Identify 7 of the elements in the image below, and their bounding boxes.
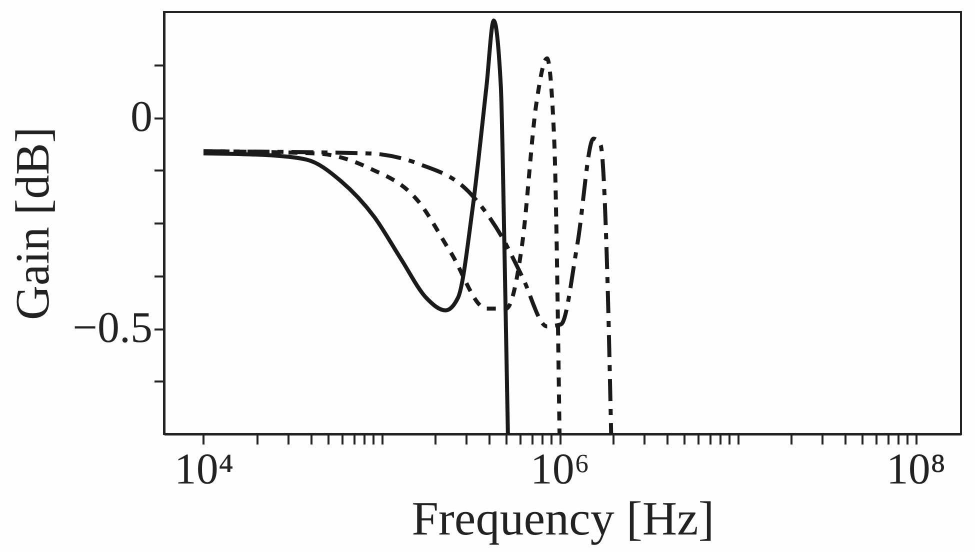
y-axis-title: Gain [dB]	[6, 126, 60, 320]
x-axis-title: Frequency [Hz]	[412, 492, 714, 546]
x-tick-label: 10⁴	[174, 444, 234, 494]
y-tick-label: 0	[130, 92, 152, 141]
x-tick-label: 10⁸	[886, 444, 946, 494]
x-tick-label: 10⁶	[530, 444, 590, 494]
y-tick-label: −0.5	[72, 303, 152, 352]
